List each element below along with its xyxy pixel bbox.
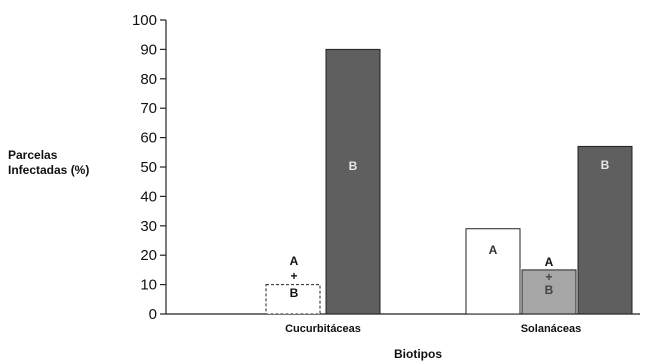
y-ticks: 0 10 20 30 40 50 60 70 80 90 100 — [132, 12, 166, 323]
bar-label-cucurbitaceas-b: B — [349, 159, 358, 173]
category-labels: Cucurbitáceas Solanáceas — [285, 323, 581, 335]
y-tick-label: 90 — [140, 41, 157, 58]
y-tick-label: 20 — [140, 247, 157, 264]
bar-solanaceas-mixed — [521, 269, 577, 315]
bar-cucurbitaceas-b — [325, 48, 381, 315]
x-tick-label: Cucurbitáceas — [285, 323, 361, 335]
bar-cucurbitaceas-mixed — [265, 284, 321, 315]
x-axis-title: Biotipos — [394, 347, 442, 361]
y-tick-label: 80 — [140, 71, 157, 88]
y-tick-label: 40 — [140, 188, 157, 205]
y-axis-title-line1: Parcelas — [8, 148, 58, 162]
bar-label-cucurbitaceas-mixed-bottom: B — [290, 286, 299, 300]
bar-label-cucurbitaceas-mixed-top: A — [290, 254, 299, 268]
x-tick-label: Solanáceas — [521, 323, 582, 335]
bar-label-cucurbitaceas-mixed-plus: + — [290, 269, 297, 283]
bar-solanaceas-a — [465, 228, 521, 315]
y-tick-label: 50 — [140, 159, 157, 176]
y-tick-label: 10 — [140, 277, 157, 294]
bar-label-solanaceas-a: A — [489, 243, 498, 257]
y-tick-label: 0 — [149, 306, 157, 323]
bars — [265, 48, 633, 315]
y-tick-label: 70 — [140, 100, 157, 117]
y-tick-label: 30 — [140, 218, 157, 235]
y-tick-label: 60 — [140, 130, 157, 147]
y-axis-title-line2: Infectadas (%) — [8, 163, 89, 177]
bar-label-solanaceas-mixed-plus: + — [545, 270, 552, 284]
y-tick-label: 100 — [132, 12, 157, 29]
bar-label-solanaceas-mixed-top: A — [545, 255, 554, 269]
bar-solanaceas-b — [577, 145, 633, 315]
bar-label-solanaceas-mixed-bottom: B — [545, 283, 554, 297]
axes: 0 10 20 30 40 50 60 70 80 90 100 — [132, 12, 640, 323]
bar-label-solanaceas-b: B — [601, 158, 610, 172]
